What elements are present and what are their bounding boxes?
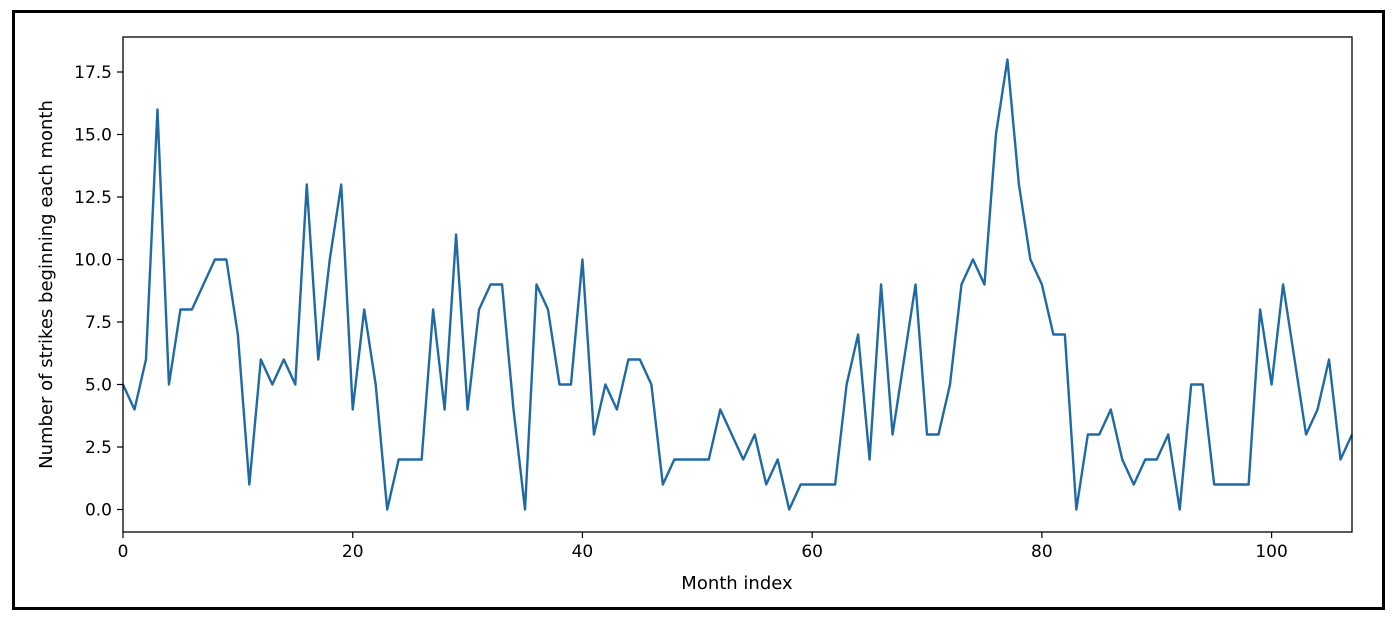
y-tick-label: 15.0 [74,126,112,146]
y-tick-label: 0.0 [85,501,112,521]
y-axis-label: Number of strikes beginning each month [36,100,57,469]
y-tick-label: 5.0 [85,376,112,396]
y-tick-label: 2.5 [85,438,112,458]
x-tick-label: 0 [118,542,129,562]
x-tick-label: 80 [1031,542,1053,562]
x-tick-label: 100 [1255,542,1287,562]
x-tick-label: 40 [572,542,594,562]
x-tick-label: 20 [342,542,364,562]
y-tick-label: 12.5 [74,188,112,208]
y-tick-label: 7.5 [85,313,112,333]
y-tick-label: 17.5 [74,63,112,83]
x-axis-label: Month index [681,573,793,594]
y-tick-label: 10.0 [74,251,112,271]
series-line-0 [121,58,1354,511]
figure-frame [12,10,1385,610]
x-tick-label: 60 [801,542,823,562]
plot-border [122,36,1353,533]
